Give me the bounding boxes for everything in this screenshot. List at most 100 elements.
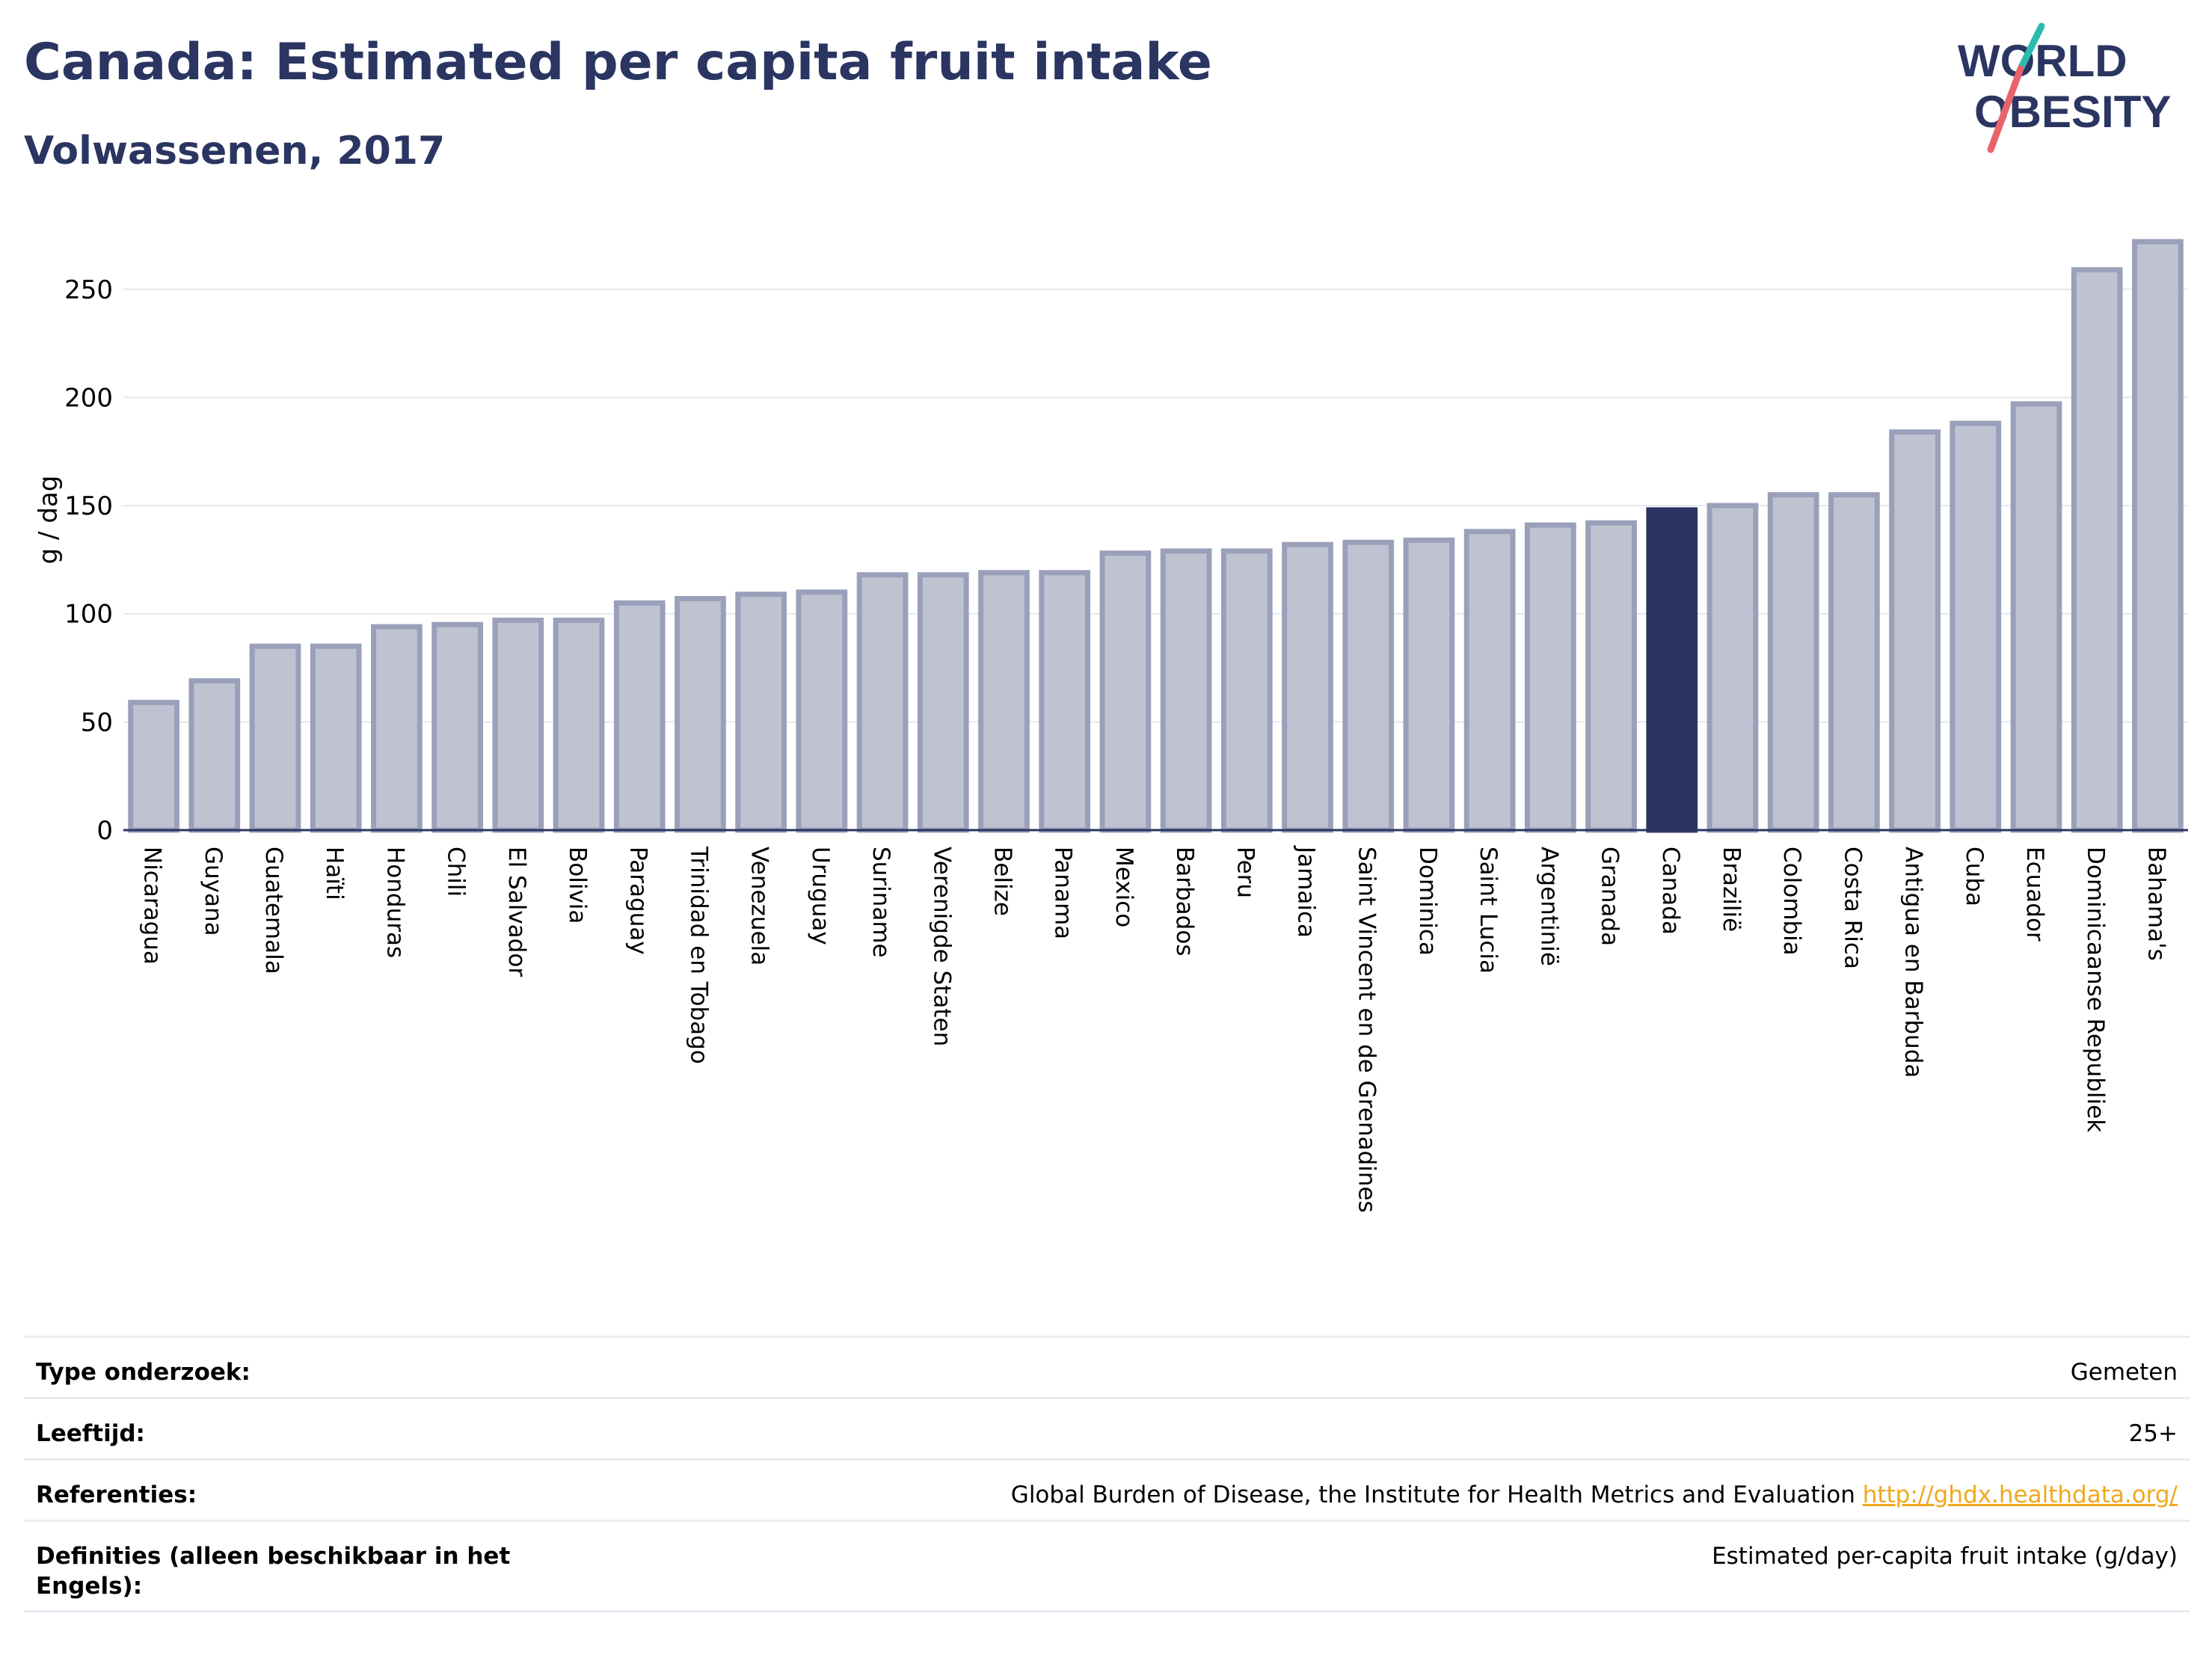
x-tick-label: Mexico	[1110, 847, 1137, 927]
x-tick-label: Antigua en Barbuda	[1900, 847, 1927, 1078]
x-tick-label: Uruguay	[807, 847, 834, 945]
x-tick-label: Granada	[1597, 847, 1623, 946]
info-table: Type onderzoek: Gemeten Leeftijd: 25+ Re…	[24, 1336, 2190, 1612]
x-tick-label: Argentinië	[1535, 847, 1562, 966]
world-obesity-logo: WORLD OBESITY	[1958, 22, 2171, 153]
x-tick-label: Bolivia	[564, 847, 591, 924]
bar	[492, 617, 544, 833]
bar	[310, 643, 362, 833]
y-axis-label: g / dag	[34, 476, 64, 565]
x-tick-label: Brazilië	[1718, 847, 1745, 932]
logo-red-slash	[1987, 65, 2024, 153]
bar	[1403, 537, 1455, 833]
bar	[978, 570, 1030, 833]
info-value-age: 25+	[2128, 1420, 2178, 1447]
reference-text: Global Burden of Disease, the Institute …	[1010, 1481, 1855, 1508]
reference-link[interactable]: http://ghdx.healthdata.org/	[1862, 1481, 2178, 1508]
x-tick-label: Dominica	[1414, 847, 1441, 956]
bar	[1160, 548, 1212, 833]
x-tick-label: Bahama's	[2142, 847, 2169, 961]
info-label-definitions: Definities (alleen beschikbaar in het En…	[36, 1543, 511, 1600]
x-tick-label: Saint Lucia	[1475, 847, 1502, 974]
info-value-references: Global Burden of Disease, the Institute …	[1011, 1480, 2178, 1510]
bar-chart: 0 50 100 150 200 250 g / dag Nicaragua Guyana G…	[34, 239, 2188, 1213]
bar	[613, 600, 666, 833]
info-row-definitions: Definities (alleen beschikbaar in het En…	[24, 1520, 2190, 1612]
bar	[431, 621, 483, 833]
x-tick-label: Dominicaanse Republiek	[2082, 847, 2109, 1132]
bar	[1039, 570, 1091, 833]
info-row-type: Type onderzoek: Gemeten	[24, 1336, 2190, 1397]
x-tick-label: Honduras	[381, 847, 408, 958]
y-tick-label: 0	[96, 816, 113, 846]
info-label-type: Type onderzoek:	[36, 1359, 251, 1386]
x-tick-label: Verenigde Staten	[928, 847, 955, 1046]
info-label-references: Referenties:	[36, 1481, 197, 1508]
x-tick-label: Colombia	[1778, 847, 1805, 956]
x-tick-label: Paraguay	[624, 847, 651, 955]
x-tick-label: Peru	[1232, 847, 1259, 898]
logo-teal-slash	[2017, 22, 2045, 73]
x-tick-label: Chili	[443, 847, 470, 897]
bar	[1767, 492, 1819, 833]
info-row-age: Leeftijd: 25+	[24, 1397, 2190, 1458]
bar	[553, 617, 605, 833]
bar	[1463, 529, 1516, 833]
x-tick-label: Nicaragua	[139, 847, 166, 965]
y-tick-label: 250	[64, 275, 113, 305]
x-tick-label: Venezuela	[746, 847, 773, 965]
bar	[856, 572, 909, 833]
bar	[1099, 550, 1152, 833]
bar	[1828, 492, 1880, 833]
bar	[1220, 548, 1273, 833]
x-tick-label: Panama	[1050, 847, 1077, 939]
bar	[1585, 520, 1637, 833]
bar	[735, 592, 787, 833]
info-row-references: Referenties: Global Burden of Disease, t…	[24, 1458, 2190, 1520]
bars	[128, 239, 2184, 833]
bar	[1889, 429, 1941, 833]
bar	[2010, 401, 2062, 833]
x-tick-label: Costa Rica	[1839, 847, 1866, 969]
bar	[1282, 541, 1333, 833]
chart-title: Canada: Estimated per capita fruit intak…	[24, 33, 1212, 92]
x-tick-label: El Salvador	[503, 847, 530, 977]
info-value-type: Gemeten	[2070, 1359, 2178, 1386]
bar	[371, 624, 423, 833]
bar	[675, 595, 726, 833]
bar	[1950, 420, 2002, 833]
bar	[796, 589, 848, 833]
logo-line1: WORLD	[1958, 36, 2127, 86]
bar	[1342, 539, 1395, 833]
x-axis-labels: Nicaragua Guyana Guatemala Haïti Honduras Chi…	[139, 845, 2170, 1213]
bar	[1706, 503, 1759, 833]
bar	[188, 678, 241, 833]
bar	[2071, 267, 2123, 833]
x-tick-label: Canada	[1657, 847, 1684, 935]
x-tick-label: Cuba	[1961, 847, 1988, 906]
bar	[917, 572, 969, 833]
x-tick-label: Saint Vincent en de Grenadines	[1354, 847, 1380, 1213]
info-label-age: Leeftijd:	[36, 1420, 145, 1447]
bar	[2132, 239, 2184, 833]
x-tick-label: Ecuador	[2021, 847, 2048, 942]
y-axis-ticks: 0 50 100 150 200 250	[64, 275, 113, 846]
x-tick-label: Guyana	[200, 847, 227, 936]
bar	[1524, 522, 1576, 833]
x-tick-label: Jamaica	[1293, 845, 1320, 938]
chart-subtitle: Volwassenen, 2017	[24, 129, 446, 174]
y-tick-label: 150	[64, 491, 113, 521]
x-tick-label: Guatemala	[260, 847, 287, 974]
x-tick-label: Trinidad en Tobago	[685, 846, 712, 1064]
bar	[128, 699, 179, 833]
x-tick-label: Belize	[989, 847, 1016, 916]
y-tick-label: 100	[64, 600, 113, 630]
y-tick-label: 200	[64, 383, 113, 413]
bar-highlight	[1646, 507, 1698, 833]
y-tick-label: 50	[81, 707, 113, 737]
x-tick-label: Suriname	[867, 847, 894, 958]
x-tick-label: Barbados	[1171, 847, 1198, 956]
x-tick-label: Haïti	[321, 847, 348, 900]
info-value-definitions: Estimated per-capita fruit intake (g/day…	[1712, 1543, 2178, 1570]
bar	[249, 643, 301, 833]
